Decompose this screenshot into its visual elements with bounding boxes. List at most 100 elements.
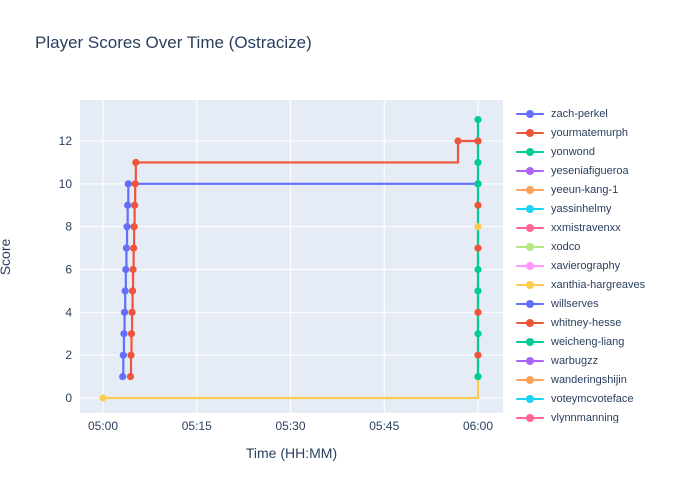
y-tick-label: 6 <box>65 262 72 276</box>
x-tick-label: 05:30 <box>275 419 305 433</box>
legend-item-vlynnmanning[interactable]: vlynnmanning <box>516 408 698 423</box>
y-tick-label: 4 <box>65 305 72 319</box>
legend-line-marker-icon <box>516 394 544 404</box>
legend-item-yeeun-kang-1[interactable]: yeeun-kang-1 <box>516 180 698 199</box>
legend-item-label: warbugzz <box>551 354 599 367</box>
legend-item-voteymcvoteface[interactable]: voteymcvoteface <box>516 389 698 408</box>
legend-item-label: yeseniafigueroa <box>551 164 629 177</box>
legend-item-weicheng-liang[interactable]: weicheng-liang <box>516 332 698 351</box>
x-tick-label: 05:45 <box>369 419 399 433</box>
series-yourmatemurph <box>126 137 482 381</box>
y-axis-title: Score <box>0 238 13 276</box>
plot-background[interactable] <box>80 100 503 413</box>
data-point-whitney-hesse <box>474 137 482 145</box>
legend-line-marker-icon <box>516 204 544 214</box>
data-point-zach-perkel <box>120 330 128 338</box>
legend-item-whitney-hesse[interactable]: whitney-hesse <box>516 313 698 332</box>
y-tick-label: 8 <box>65 220 72 234</box>
legend-line-marker-icon <box>516 223 544 233</box>
y-tick-label: 10 <box>59 177 73 191</box>
data-point-zach-perkel <box>123 223 131 231</box>
legend-line-marker-icon <box>516 261 544 271</box>
data-point-whitney-hesse <box>474 308 482 316</box>
data-point-yonwond <box>474 115 482 124</box>
series-xanthia-hargreaves <box>474 223 482 231</box>
data-point-yourmatemurph <box>130 244 138 252</box>
x-tick-label: 05:00 <box>88 419 118 433</box>
legend-line-marker-icon <box>516 185 544 195</box>
x-tick-label: 05:15 <box>182 419 212 433</box>
data-point-yourmatemurph <box>132 158 140 167</box>
data-point-whitney-hesse <box>474 244 482 252</box>
legend-line-marker-icon <box>516 318 544 328</box>
data-point-yonwond <box>474 180 482 188</box>
legend-item-label: voteymcvoteface <box>551 392 634 405</box>
legend-line-marker-icon <box>516 356 544 366</box>
legend-item-wanderingshijin[interactable]: wanderingshijin <box>516 370 698 389</box>
legend-item-xanthia-hargreaves[interactable]: xanthia-hargreaves <box>516 275 698 294</box>
legend-item-xxmistravenxx[interactable]: xxmistravenxx <box>516 218 698 237</box>
x-tick-label: 06:00 <box>463 419 493 433</box>
legend-line-marker-icon <box>516 166 544 176</box>
data-point-yonwond <box>474 372 482 381</box>
data-point-yonwond <box>474 330 482 338</box>
chart-title: Player Scores Over Time (Ostracize) <box>35 33 312 52</box>
data-point-yourmatemurph <box>454 137 462 145</box>
data-point-yourmatemurph <box>128 308 136 316</box>
legend-item-label: xavierography <box>551 259 621 272</box>
legend-item-yonwond[interactable]: yonwond <box>516 142 698 161</box>
legend-item-label: vlynnmanning <box>551 411 619 424</box>
data-point-yourmatemurph <box>127 351 135 359</box>
legend-item-yeseniafigueroa[interactable]: yeseniafigueroa <box>516 161 698 180</box>
legend-item-xodco[interactable]: xodco <box>516 237 698 256</box>
legend-item-label: weicheng-liang <box>551 335 625 348</box>
legend-item-yassinhelmy[interactable]: yassinhelmy <box>516 199 698 218</box>
data-point-yonwond <box>474 287 482 295</box>
legend-item-label: xxmistravenxx <box>551 221 621 234</box>
legend-line-marker-icon <box>516 242 544 252</box>
legend-line-marker-icon <box>516 337 544 347</box>
y-tick-label: 2 <box>65 348 72 362</box>
legend-item-label: yonwond <box>551 145 596 158</box>
legend-line-marker-icon <box>516 280 544 290</box>
x-axis-title: Time (HH:MM) <box>245 445 338 461</box>
data-point-whitney-hesse <box>474 351 482 359</box>
legend-line-marker-icon <box>516 413 544 423</box>
data-point-yourmatemurph <box>131 180 139 188</box>
data-point-zach-perkel <box>120 308 129 316</box>
data-point-yourmatemurph <box>128 287 137 295</box>
legend-line-marker-icon <box>516 128 544 138</box>
legend-item-label: wanderingshijin <box>551 373 627 386</box>
legend-line-marker-icon <box>516 109 544 119</box>
data-point-yonwond <box>474 158 482 167</box>
data-point-yourmatemurph <box>131 201 139 209</box>
data-point-yourmatemurph <box>130 223 138 231</box>
legend-item-label: willserves <box>551 297 599 310</box>
legend-item-label: yourmatemurph <box>551 126 629 139</box>
legend-item-label: zach-perkel <box>551 107 608 120</box>
data-point-whitney-hesse <box>474 201 482 209</box>
data-point-xanthia-hargreaves <box>99 394 107 402</box>
series-whitney-hesse <box>474 137 482 359</box>
data-point-xanthia-hargreaves <box>474 223 482 231</box>
data-point-zach-perkel <box>122 265 130 274</box>
legend-item-label: xanthia-hargreaves <box>551 278 646 291</box>
legend: zach-perkel yourmatemurph yonwond yeseniafi… <box>516 104 698 423</box>
data-point-zach-perkel <box>121 287 129 295</box>
legend-line-marker-icon <box>516 375 544 385</box>
data-point-yourmatemurph <box>126 372 135 381</box>
legend-item-xavierography[interactable]: xavierography <box>516 256 698 275</box>
legend-item-zach-perkel[interactable]: zach-perkel <box>516 104 698 123</box>
legend-item-willserves[interactable]: willserves <box>516 294 698 313</box>
data-point-yonwond <box>474 265 482 274</box>
legend-item-label: yassinhelmy <box>551 202 612 215</box>
data-point-zach-perkel <box>124 201 132 209</box>
legend-item-warbugzz[interactable]: warbugzz <box>516 351 698 370</box>
legend-item-label: whitney-hesse <box>551 316 622 329</box>
data-point-zach-perkel <box>119 351 127 359</box>
y-tick-label: 0 <box>65 391 72 405</box>
legend-item-yourmatemurph[interactable]: yourmatemurph <box>516 123 698 142</box>
data-point-zach-perkel <box>124 180 132 188</box>
